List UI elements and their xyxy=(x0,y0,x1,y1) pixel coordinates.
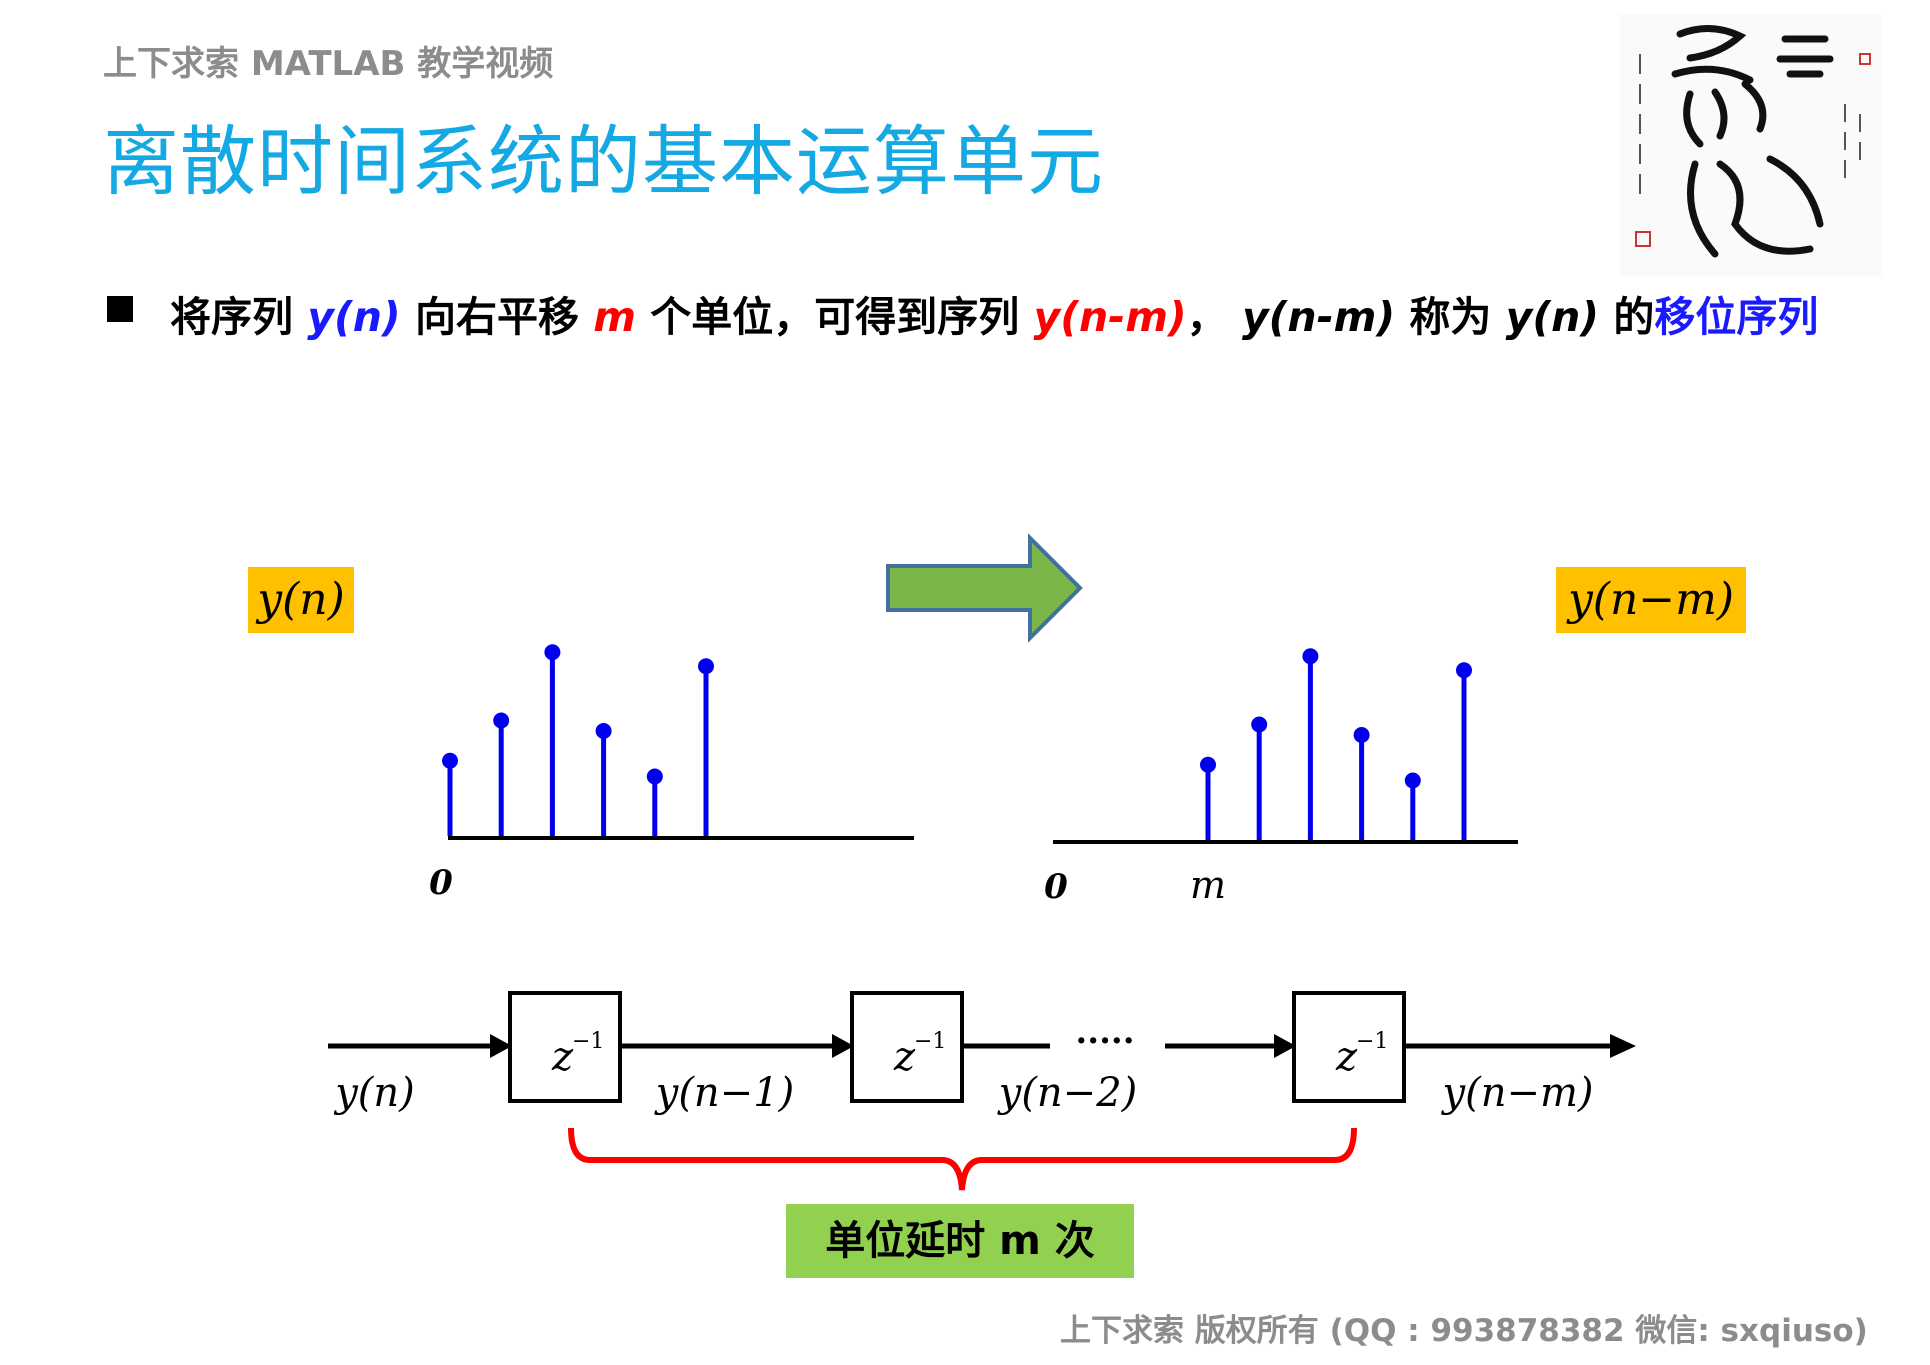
delay-count-box: 单位延时 m 次 xyxy=(786,1204,1134,1278)
seq-ynm: y(n-m) xyxy=(1033,293,1187,341)
arrowhead-icon xyxy=(490,1034,512,1058)
copyright-footer: 上下求索 版权所有 (QQ : 993878382 微信: sxqiuso) xyxy=(1060,1313,1868,1349)
left-stem-marker-6 xyxy=(698,658,714,675)
delay-block-1 xyxy=(508,991,622,1103)
page-title: 离散时间系统的基本运算单元 xyxy=(103,117,1104,206)
left-stem-marker-3 xyxy=(544,644,561,661)
left-stem-marker-4 xyxy=(595,723,612,739)
right-stem-plot: 0 m xyxy=(1044,648,1518,907)
z-exp-m: −1 xyxy=(1356,1029,1388,1054)
left-stem-marker-1 xyxy=(442,752,458,769)
left-origin-label: 0 xyxy=(429,863,453,903)
bullet-text: 将序列 y(n) 向右平移 m 个单位，可得到序列 y(n-m)， y(n-m)… xyxy=(170,283,1818,343)
left-sequence-label: y(n) xyxy=(248,567,354,633)
right-stem-marker-1 xyxy=(1200,756,1216,773)
seq-ynm-2: y(n-m) xyxy=(1241,293,1396,341)
bullet-part: 将序列 xyxy=(170,293,308,341)
shift-sequence-term: 移位序列 xyxy=(1654,293,1819,341)
bullet-part: 称为 xyxy=(1395,293,1506,341)
ellipsis-dots: ····· xyxy=(1075,1021,1134,1061)
bullet-part: 向右平移 xyxy=(400,293,594,341)
z-label-1: z xyxy=(551,1034,574,1080)
right-stem-marker-5 xyxy=(1404,772,1421,789)
left-stem-marker-2 xyxy=(493,712,510,729)
signal-label-2: y(n−2) xyxy=(997,1070,1138,1116)
bullet-part: 的 xyxy=(1599,293,1655,341)
z-exp-2: −1 xyxy=(914,1029,946,1054)
delay-chain: ····· z −1 z −1 z −1 y(n) y(n−1) y(n−2) … xyxy=(328,991,1636,1191)
shift-arrow-icon xyxy=(886,533,1083,643)
left-stem-plot: 0 xyxy=(429,644,914,903)
z-label-2: z xyxy=(893,1034,916,1080)
delay-brace xyxy=(568,1127,1357,1191)
left-stem-marker-5 xyxy=(646,768,663,785)
bullet-part: ， xyxy=(1186,293,1242,341)
right-stem-marker-3 xyxy=(1302,648,1319,665)
right-sequence-label: y(n−m) xyxy=(1556,567,1746,633)
bullet-part: 个单位，可得到序列 xyxy=(635,293,1034,341)
arrowhead-icon xyxy=(1274,1034,1296,1058)
delay-count-text: 单位延时 m 次 xyxy=(825,1218,1095,1264)
right-m-label: m xyxy=(1190,863,1226,907)
right-origin-label: 0 xyxy=(1044,867,1068,907)
output-signal-label: y(n−m) xyxy=(1440,1070,1593,1116)
bullet-square xyxy=(107,296,133,322)
header-subtitle: 上下求索 MATLAB 教学视频 xyxy=(103,44,554,84)
right-stem-marker-6 xyxy=(1456,662,1472,679)
right-label-text: y(n−m) xyxy=(1567,574,1735,625)
calligraphy-logo xyxy=(1620,14,1882,276)
seq-yn: y(n) xyxy=(307,293,401,341)
right-stem-marker-4 xyxy=(1353,727,1370,743)
left-label-text: y(n) xyxy=(257,574,345,625)
z-label-m: z xyxy=(1335,1034,1358,1080)
right-stem-marker-2 xyxy=(1251,716,1268,733)
shift-m: m xyxy=(593,293,636,341)
z-exp-1: −1 xyxy=(572,1029,604,1054)
seq-yn-2: y(n) xyxy=(1505,293,1600,341)
arrowhead-icon xyxy=(1610,1034,1636,1058)
input-signal-label: y(n) xyxy=(333,1070,415,1116)
signal-label-1: y(n−1) xyxy=(654,1070,795,1116)
arrowhead-icon xyxy=(832,1034,854,1058)
delay-block-m xyxy=(1292,991,1406,1103)
